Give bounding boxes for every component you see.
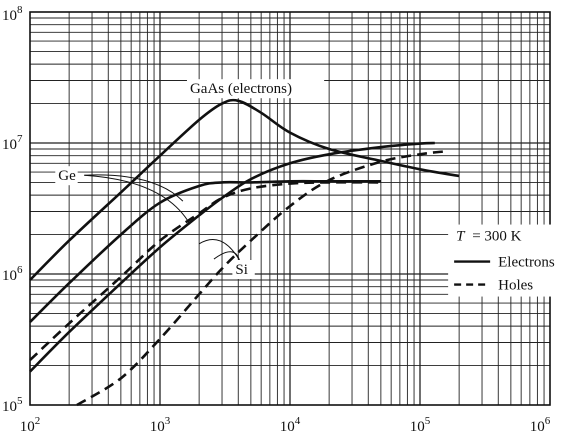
x-tick-label: 105 bbox=[410, 415, 431, 435]
legend-title-var: T bbox=[456, 229, 466, 245]
plot-area bbox=[29, 11, 551, 406]
y-tick-label-base: 10 bbox=[2, 8, 17, 24]
chart-annotations: GaAs (electrons) Ge Si bbox=[55, 79, 325, 279]
annotation-label: Ge bbox=[58, 168, 76, 184]
chart-series bbox=[29, 98, 460, 407]
series-gaas-electrons-electrons bbox=[29, 98, 460, 281]
y-tick-label-exponent: 5 bbox=[17, 395, 23, 407]
annotation-leader bbox=[84, 174, 184, 202]
y-tick-label: 105 bbox=[2, 395, 23, 415]
x-tick-label-base: 10 bbox=[20, 419, 35, 435]
x-axis-ticks: 102 103 104 105 106 bbox=[20, 415, 551, 435]
annotation-label: GaAs (electrons) bbox=[190, 81, 292, 97]
legend-label-holes: Holes bbox=[498, 278, 533, 294]
annotation-bg bbox=[232, 260, 255, 279]
x-tick-label-exponent: 6 bbox=[545, 415, 551, 427]
series-ge-holes bbox=[29, 181, 381, 362]
legend-title-rest: = 300 K bbox=[472, 229, 521, 245]
x-tick-label: 104 bbox=[280, 415, 301, 435]
y-tick-label-exponent: 8 bbox=[17, 4, 23, 16]
annotation-bg bbox=[186, 79, 325, 99]
x-tick-label: 102 bbox=[20, 415, 41, 435]
series-ge-electrons bbox=[29, 179, 381, 323]
chart-grid bbox=[30, 12, 550, 405]
annotation-label: Si bbox=[235, 262, 248, 278]
x-tick-label-base: 10 bbox=[280, 419, 295, 435]
legend-title: T = 300 K bbox=[456, 229, 522, 245]
annotation-leader bbox=[213, 251, 240, 261]
y-tick-label: 108 bbox=[2, 4, 23, 24]
x-tick-label-exponent: 5 bbox=[425, 415, 431, 427]
x-tick-label: 103 bbox=[150, 415, 171, 435]
x-tick-label-base: 10 bbox=[530, 419, 545, 435]
x-tick-label-base: 10 bbox=[410, 419, 425, 435]
x-tick-label-base: 10 bbox=[150, 419, 165, 435]
annotation-leaders bbox=[84, 174, 240, 261]
x-tick-label-exponent: 4 bbox=[295, 415, 301, 427]
y-tick-label-base: 10 bbox=[2, 268, 17, 284]
x-tick-label-exponent: 3 bbox=[165, 415, 171, 427]
legend-label-electrons: Electrons bbox=[498, 255, 555, 271]
y-tick-label-base: 10 bbox=[2, 399, 17, 415]
y-tick-label: 106 bbox=[2, 264, 23, 284]
x-tick-label: 106 bbox=[530, 415, 551, 435]
series-si-holes bbox=[76, 150, 444, 407]
annotation-bg bbox=[55, 166, 78, 186]
annotation-leader bbox=[84, 174, 191, 225]
annotation-leader bbox=[198, 239, 240, 261]
y-tick-label: 107 bbox=[2, 133, 23, 153]
legend: T = 300 K Electrons Holes bbox=[448, 224, 561, 297]
y-tick-label-exponent: 6 bbox=[17, 264, 23, 276]
y-tick-label-base: 10 bbox=[2, 137, 17, 153]
series-si-electrons bbox=[29, 141, 435, 373]
x-tick-label-exponent: 2 bbox=[35, 415, 41, 427]
y-tick-label-exponent: 7 bbox=[17, 133, 23, 145]
